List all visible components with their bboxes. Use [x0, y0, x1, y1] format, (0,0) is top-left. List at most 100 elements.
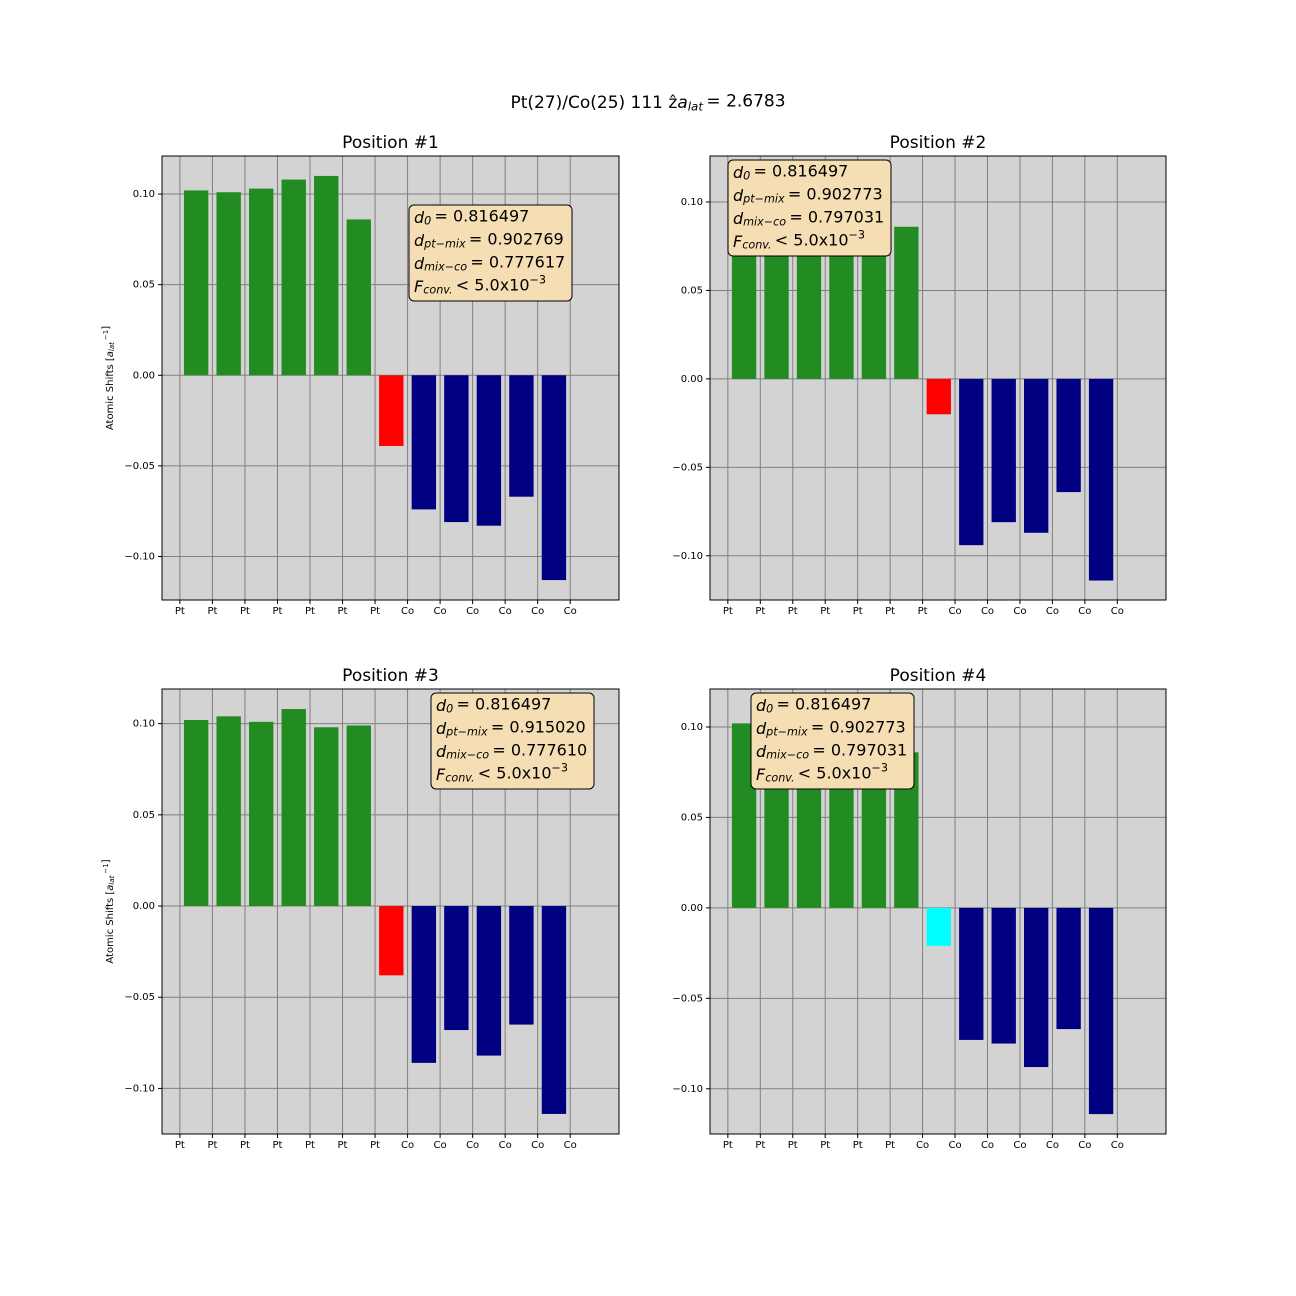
relation: < 5.0x10: [798, 763, 872, 782]
x-tick-label: Pt: [885, 606, 895, 617]
x-tick-label: Pt: [853, 606, 863, 617]
bar: [959, 378, 984, 546]
x-tick-label: Pt: [175, 1140, 185, 1151]
x-tick-label: Co: [531, 1140, 544, 1151]
annotation-box: [408, 204, 573, 302]
variable: a: [105, 885, 116, 891]
x-tick-label: Pt: [370, 606, 380, 617]
x-tick-label: Co: [466, 1140, 479, 1151]
y-tick-label: 0.05: [681, 285, 703, 296]
superscript: −3: [849, 229, 866, 242]
subscript: mix−co: [766, 748, 809, 761]
bar: [541, 375, 567, 581]
x-tick-label: Pt: [240, 1140, 250, 1151]
text-end: ]: [101, 859, 112, 863]
y-tick-label: 0.10: [133, 719, 155, 730]
relation: = 0.816497: [776, 694, 871, 713]
variable: d: [414, 208, 425, 227]
superscript: −1: [102, 330, 110, 340]
x-tick-label: Co: [401, 606, 414, 617]
subplot: Pt Pt Pt Pt Pt Pt Pt Co Co Co Co Co Co −0.10 −0.05 0.00…: [101, 666, 620, 1151]
y-tick-label: −0.05: [672, 462, 703, 473]
superscript: −3: [872, 762, 889, 775]
axes-frame: [161, 688, 620, 1135]
subscript: mix−co: [743, 215, 786, 228]
annotation-line: d0 = 0.816497: [414, 206, 529, 227]
relation: < 5.0x10: [478, 763, 552, 782]
bar: [1024, 907, 1049, 1068]
annotation-line: dpt−mix = 0.902773: [733, 184, 883, 205]
relation: = 0.816497: [456, 694, 551, 713]
bar: [314, 727, 339, 907]
variable: d: [436, 696, 447, 715]
x-tick-label: Pt: [918, 606, 928, 617]
x-tick-label: Pt: [788, 1140, 798, 1151]
subscript: mix−co: [446, 748, 489, 761]
bar: [183, 720, 209, 907]
bar: [281, 709, 306, 907]
superscript: −1: [102, 863, 110, 873]
y-tick-label: −0.05: [124, 992, 155, 1003]
x-tick-label: Co: [1111, 1140, 1124, 1151]
x-tick-label: Co: [1013, 606, 1026, 617]
variable: d: [756, 742, 767, 761]
subscript: conv.: [765, 771, 794, 784]
relation: = 0.797031: [789, 207, 884, 226]
bar: [411, 906, 437, 1063]
x-tick-label: Co: [1078, 1140, 1091, 1151]
x-tick-label: Pt: [240, 606, 250, 617]
x-tick-label: Co: [981, 606, 994, 617]
text-end: ]: [101, 326, 112, 330]
bar: [249, 721, 274, 907]
y-tick-label: 0.05: [133, 810, 155, 821]
subplot: Pt Pt Pt Pt Pt Pt Pt Co Co Co Co Co Co −0.10 −0.05 0.00…: [101, 133, 620, 617]
annotation-line: dpt−mix = 0.902769: [414, 229, 564, 250]
subplot: Pt Pt Pt Pt Pt Pt Co Co Co Co Co Co Co −0.10 −0.05 0.00…: [672, 666, 1167, 1151]
bar: [991, 378, 1016, 523]
bar: [379, 906, 404, 976]
y-tick-label: −0.05: [672, 993, 703, 1004]
annotation-line: d0 = 0.816497: [756, 694, 871, 715]
bar: [183, 190, 209, 376]
subscript: 0: [766, 702, 773, 715]
superscript: −3: [552, 762, 569, 775]
relation: = 2.6783: [706, 91, 785, 111]
variable: d: [733, 209, 744, 228]
x-tick-label: Pt: [338, 606, 348, 617]
bar: [216, 192, 241, 376]
relation: = 0.816497: [434, 206, 529, 225]
x-tick-label: Pt: [885, 1140, 895, 1151]
x-tick-label: Pt: [723, 606, 733, 617]
x-tick-label: Co: [981, 1140, 994, 1151]
x-tick-label: Pt: [207, 606, 217, 617]
variable: F: [756, 765, 766, 784]
subscript: pt−mix: [742, 192, 785, 205]
relation: = 0.777610: [492, 740, 587, 759]
x-tick-label: Pt: [207, 1140, 217, 1151]
x-tick-label: Co: [466, 606, 479, 617]
bar: [1056, 907, 1081, 1030]
annotation-line: Fconv. < 5.0x10−3: [756, 762, 888, 785]
x-tick-label: Pt: [338, 1140, 348, 1151]
annotation-line: d0 = 0.816497: [733, 161, 848, 182]
x-tick-label: Pt: [272, 1140, 282, 1151]
x-tick-label: Co: [564, 606, 577, 617]
bar: [926, 907, 951, 946]
axes-frame: [161, 155, 620, 601]
y-axis-label: Atomic Shifts [alat −1]: [101, 326, 116, 430]
y-tick-label: 0.10: [133, 189, 155, 200]
x-tick-label: Pt: [820, 1140, 830, 1151]
variable: F: [414, 277, 424, 296]
annotation-box: [750, 692, 915, 790]
subscript: pt−mix: [445, 725, 488, 738]
subplot-title: Position #4: [890, 666, 987, 686]
subscript: mix−co: [424, 260, 467, 273]
axes-frame: [709, 688, 1167, 1135]
subscript: conv.: [423, 283, 452, 296]
annotation-line: dmix−co = 0.797031: [733, 207, 884, 228]
relation: = 0.902773: [811, 717, 906, 736]
bar: [1088, 907, 1114, 1115]
subscript: conv.: [445, 771, 474, 784]
